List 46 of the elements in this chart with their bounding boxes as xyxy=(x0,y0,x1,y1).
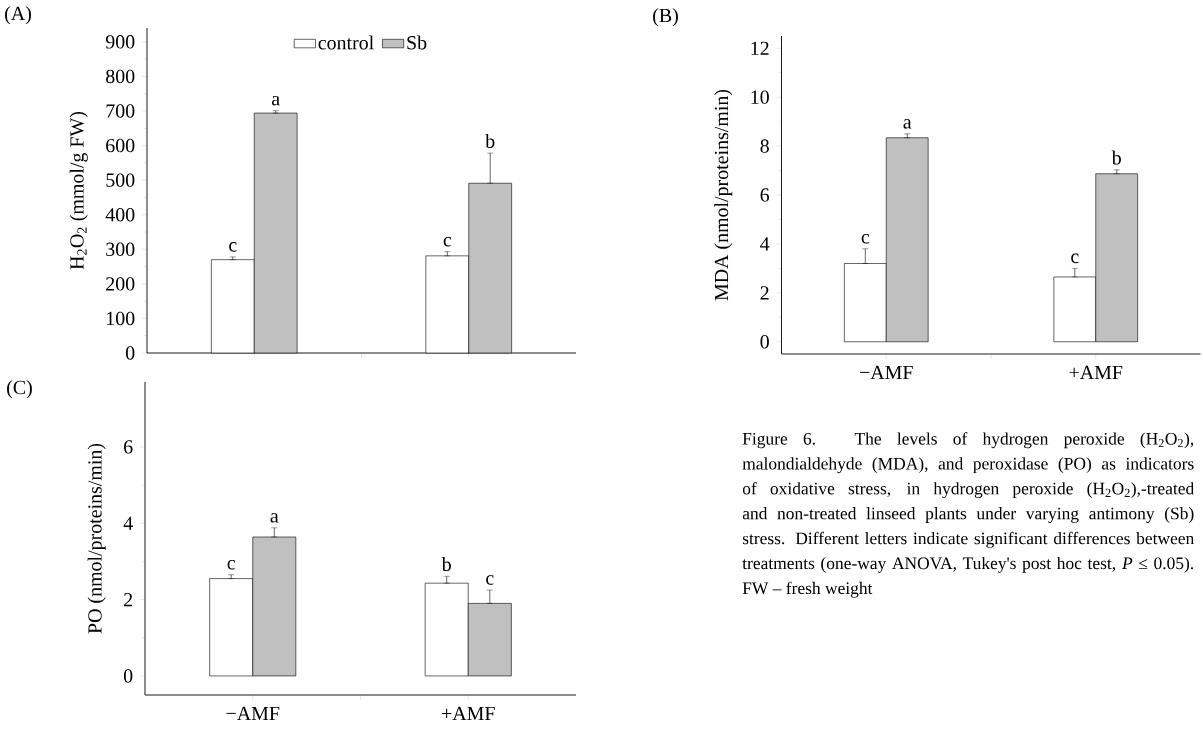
y-tick-label: 10 xyxy=(751,90,769,104)
data-label: b xyxy=(441,557,451,572)
y-tick-label: 500 xyxy=(106,173,135,187)
y-tick-label: 0 xyxy=(760,335,769,349)
data-label: c xyxy=(1071,253,1079,264)
text: Figure 6. The levels of hydrogen peroxide (H$_{2}$O$_{2}$), malondialdehyde (MDA), and peroxidase (PO) as indicators of oxidative stress, in hydrogen peroxide (H$_{2}$O$_{2}$),-treated and non-treated linseed plants under varying antimony (Sb) stress. Different letters indicate significant differences between treatments (one-way ANOVA, Tukey's post hoc test, P ≤ 0.05). FW – fresh weight xyxy=(742,432,1195,598)
y-tick-label: 700 xyxy=(106,104,135,118)
y-tick-label: 2 xyxy=(124,592,133,607)
legend-label: control xyxy=(318,35,374,50)
y-tick-label: 0 xyxy=(123,669,133,683)
y-tick-label: 300 xyxy=(106,242,135,256)
y-tick-label: 12 xyxy=(751,41,769,55)
y-tick-label: 900 xyxy=(105,35,135,49)
x-tick-label: +AMF xyxy=(1069,365,1123,379)
y-axis-title: H$_{2}$O$_{2}$ (mmol/g FW) xyxy=(69,111,88,270)
y-tick-label: 8 xyxy=(760,139,769,153)
data-label: b xyxy=(1111,150,1121,165)
data-label: c xyxy=(861,234,870,244)
chart-title: (B) xyxy=(653,8,678,27)
chart-title: (A) xyxy=(5,6,31,25)
y-tick-label: 400 xyxy=(105,207,135,222)
data-label: a xyxy=(903,119,912,129)
data-label: c xyxy=(227,559,236,570)
chart-title: (C) xyxy=(7,380,32,399)
data-label: a xyxy=(271,95,280,106)
legend-label: Sb xyxy=(407,35,427,50)
y-tick-label: 0 xyxy=(125,346,135,360)
data-label: a xyxy=(270,513,279,523)
y-tick-label: 800 xyxy=(106,69,135,84)
y-tick-label: 4 xyxy=(760,237,770,251)
y-tick-label: 6 xyxy=(124,440,133,454)
data-label: c xyxy=(486,575,494,585)
y-tick-label: 100 xyxy=(107,311,135,326)
y-tick-label: 200 xyxy=(106,277,135,291)
y-tick-label: 2 xyxy=(760,286,769,300)
y-tick-label: 6 xyxy=(760,188,770,202)
x-tick-label: −AMF xyxy=(226,706,280,721)
y-axis-title: MDA (nmol/proteins/min) xyxy=(714,89,733,301)
x-tick-label: +AMF xyxy=(442,706,495,721)
data-label: c xyxy=(229,242,237,252)
y-axis-title: PO (nmol/proteins/min) xyxy=(87,443,106,634)
data-label: b xyxy=(485,133,495,148)
data-label: c xyxy=(443,236,452,247)
y-tick-label: 600 xyxy=(106,138,135,153)
y-tick-label: 4 xyxy=(123,516,133,530)
x-tick-label: −AMF xyxy=(860,365,913,379)
